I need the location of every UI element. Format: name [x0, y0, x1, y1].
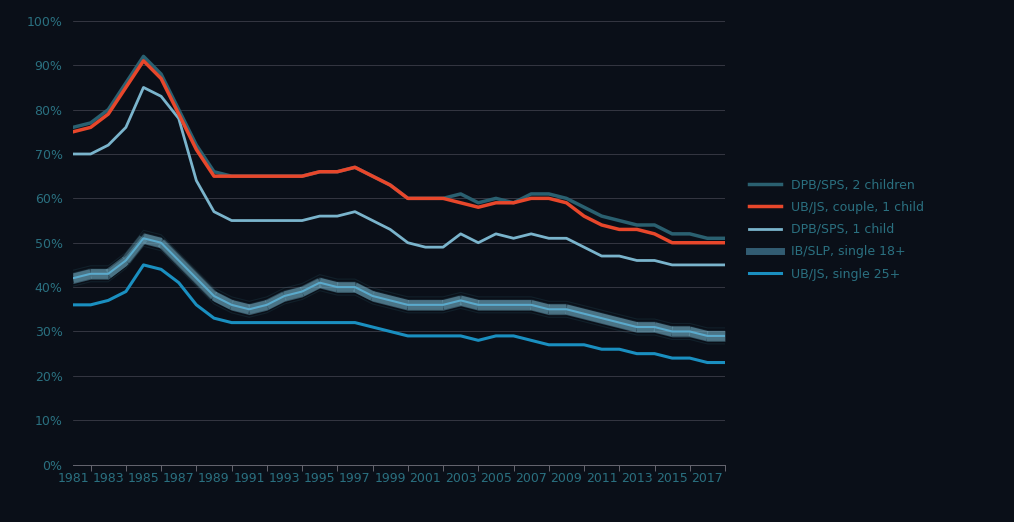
Legend: DPB/SPS, 2 children, UB/JS, couple, 1 child, DPB/SPS, 1 child, IB/SLP, single 18: DPB/SPS, 2 children, UB/JS, couple, 1 ch…: [744, 173, 929, 286]
